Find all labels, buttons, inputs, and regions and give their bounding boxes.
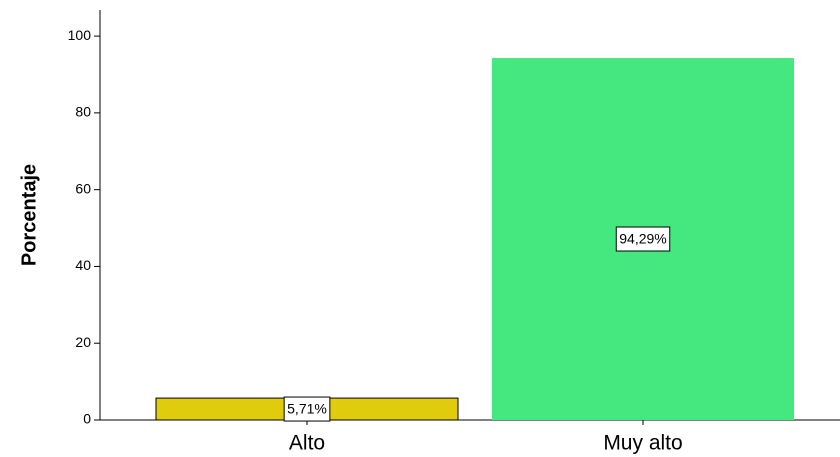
y-axis-title: Porcentaje <box>18 164 40 266</box>
y-tick-label: 40 <box>75 257 91 273</box>
y-tick-label: 20 <box>75 334 91 350</box>
y-tick-label: 0 <box>83 411 91 427</box>
y-tick-label: 60 <box>75 180 91 196</box>
y-tick-label: 100 <box>68 27 92 43</box>
x-tick-label: Muy alto <box>603 432 682 455</box>
x-tick-label: Alto <box>289 432 325 455</box>
value-label: 5,71% <box>287 401 327 417</box>
value-label-box <box>283 396 331 422</box>
y-tick-label: 80 <box>75 104 91 120</box>
value-label-box <box>615 226 671 252</box>
value-label: 94,29% <box>619 231 666 247</box>
